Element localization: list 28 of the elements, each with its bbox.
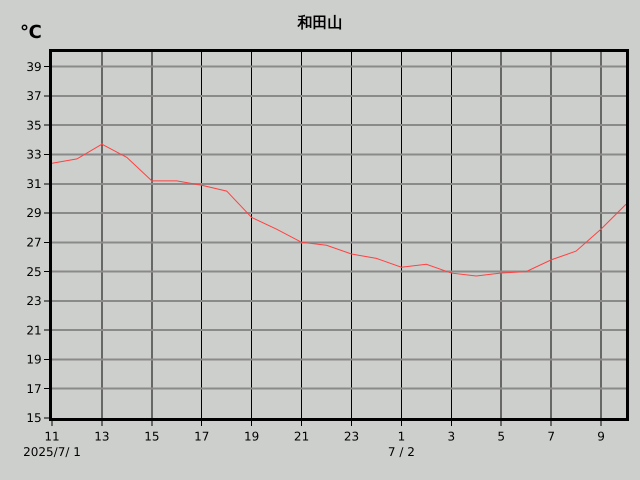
x-tick-label: 9	[597, 429, 605, 444]
x-tick-label: 3	[447, 429, 456, 444]
y-tick-label: 23	[26, 294, 42, 308]
line-series	[52, 144, 626, 276]
chart-title: 和田山	[296, 13, 342, 32]
x-tick-label: 23	[344, 429, 360, 444]
y-tick-label: 17	[26, 382, 42, 396]
x-tick-label: 19	[244, 429, 260, 444]
x-tick-label: 7	[547, 429, 555, 444]
x-tick-label: 5	[497, 429, 506, 444]
y-tick-label: 21	[26, 323, 42, 338]
y-tick-label: 39	[26, 60, 42, 74]
x-tick-label: 11 2025/7/ 1	[23, 429, 81, 459]
y-tick-label: 37	[26, 89, 42, 104]
y-tick-label: 19	[26, 352, 42, 367]
y-axis-title: ℃	[20, 22, 42, 43]
x-tick-label: 17	[194, 429, 210, 444]
x-tick-label: 15	[144, 429, 160, 444]
y-tick-label: 35	[26, 118, 42, 132]
y-tick-label: 25	[26, 264, 42, 279]
x-tick-label: 21	[294, 429, 310, 444]
y-tick-label: 29	[26, 206, 42, 220]
y-tick-label: 31	[26, 176, 42, 191]
x-tick-label: 1 7 / 2	[388, 429, 415, 459]
y-tick-label: 27	[26, 236, 42, 250]
y-tick-label: 33	[26, 148, 42, 162]
x-tick-label: 13	[94, 429, 110, 444]
y-tick-label: 15	[26, 411, 42, 426]
